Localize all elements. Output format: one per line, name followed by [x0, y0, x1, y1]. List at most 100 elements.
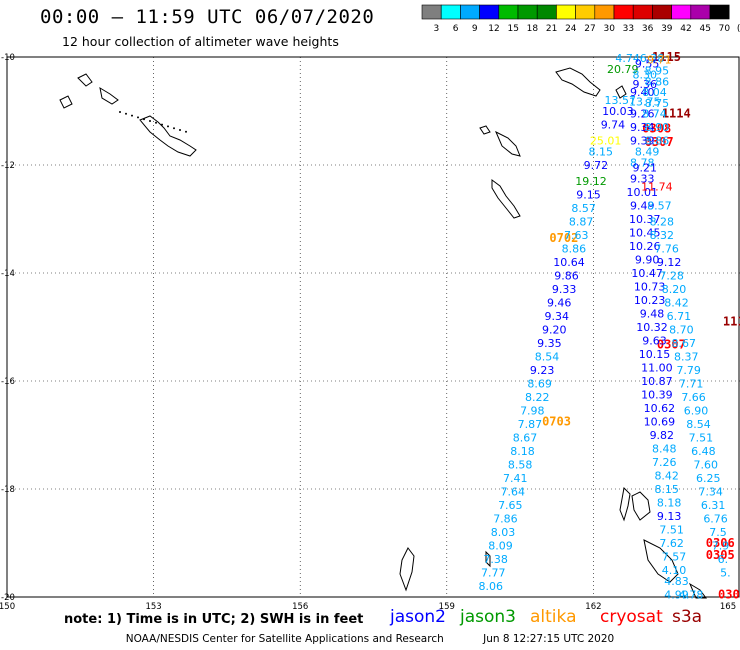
wave-height-value: 8.20 [662, 283, 687, 296]
wave-height-value: 8.75 [645, 97, 670, 110]
page-title: 00:00 – 11:59 UTC 06/07/2020 [40, 6, 375, 28]
wave-height-value: 4.99 [664, 588, 689, 601]
wave-height-value: 8.28 [650, 216, 675, 229]
legend-label: 9 [472, 24, 478, 34]
wave-height-value: 9.15 [576, 189, 601, 202]
wave-height-value: 6.48 [691, 445, 716, 458]
satellite-label-jason3: jason3 [460, 607, 516, 627]
legend-label: 33 [623, 24, 634, 34]
wave-height-value: 4.83 [664, 575, 689, 588]
wave-height-value: 9.13 [657, 510, 682, 523]
wave-height-value: 8.42 [664, 297, 689, 310]
wave-height-value: 10.01 [627, 186, 659, 199]
lon-tick-label: 156 [292, 602, 308, 612]
legend-label: 15 [507, 24, 518, 34]
wave-height-value: 10.37 [629, 213, 661, 226]
legend-label: 27 [584, 24, 595, 34]
wave-height-value: 7.57 [662, 551, 687, 564]
legend-label: 42 [680, 24, 691, 34]
wave-height-value: 7.51 [659, 524, 684, 537]
wave-height-value: 9.26 [630, 108, 655, 121]
wave-height-value: 9.23 [530, 364, 555, 377]
track-label: 1114 [662, 107, 691, 121]
wave-height-value: 11.74 [641, 181, 673, 194]
wave-height-value: 8.69 [527, 378, 552, 391]
legend-swatch [632, 4, 653, 20]
wave-height-value: 10.87 [641, 375, 673, 388]
wave-height-value: 20.79 [607, 63, 639, 76]
legend-swatch [517, 4, 538, 20]
wave-height-value: 7.41 [503, 472, 528, 485]
wave-height-value: 7.65 [498, 499, 523, 512]
wave-height-value: 7.28 [659, 270, 684, 283]
wave-height-value: 9.20 [542, 324, 567, 337]
wave-height-value: 8.95 [645, 65, 670, 78]
wave-height-value: 9.33 [552, 283, 577, 296]
wave-height-value: 7.26 [652, 456, 677, 469]
track-label: 0305 [706, 548, 735, 562]
wave-height-value: 8.86 [645, 75, 670, 88]
wave-height-value: 8.04 [642, 86, 667, 99]
wave-height-value: 7.86 [493, 513, 518, 526]
wave-height-value: 9.40 [630, 86, 655, 99]
track-label: 0305 [718, 587, 740, 601]
wave-height-value: 6.38 [640, 52, 665, 65]
legend-swatch [498, 4, 519, 20]
wave-height-value: 7.5 [709, 526, 727, 539]
credit-source: NOAA/NESDIS Center for Satellite Applica… [125, 633, 444, 645]
wave-height-value: 9.39 [630, 135, 655, 148]
wave-height-value: 7.98 [520, 405, 545, 418]
legend-label: (ft) [737, 24, 740, 34]
wave-height-value: 9.82 [650, 429, 675, 442]
legend-swatch [690, 4, 711, 20]
wave-height-value: 7.63 [564, 229, 589, 242]
wave-height-value: 9.33 [630, 173, 655, 186]
wave-height-value: 7.38 [483, 553, 508, 566]
legend-label: 45 [699, 24, 710, 34]
track-label: 1115 [652, 50, 681, 64]
wave-height-value: 10.23 [634, 294, 666, 307]
track-altika-C: 9.718.958.868.048.758.748.908.8611.748.5… [641, 54, 730, 602]
satellite-label-cryosat: cryosat [600, 607, 663, 627]
legend-swatch [479, 4, 500, 20]
legend-label: 21 [546, 24, 557, 34]
lon-tick-label: 153 [145, 602, 161, 612]
lat-tick-label: -18 [1, 485, 15, 495]
wave-height-value: 8.49 [635, 146, 660, 159]
lon-tick-label: 165 [720, 602, 736, 612]
wave-height-value: 8.09 [488, 540, 513, 553]
wave-height-value: 9.46 [547, 297, 572, 310]
legend-swatch [421, 4, 442, 20]
legend-swatch [556, 4, 576, 20]
wave-height-value: 6.31 [701, 499, 726, 512]
wave-height-value: 6.76 [703, 513, 728, 526]
lat-tick-label: -16 [1, 377, 15, 387]
wave-height-value: 8.06 [479, 580, 504, 593]
wave-height-value: 8.86 [562, 243, 587, 256]
legend-swatch [575, 4, 596, 20]
wave-height-value: 6.90 [684, 405, 709, 418]
wave-height-value: 8.32 [650, 229, 675, 242]
wave-height-value: 10.47 [631, 267, 663, 280]
page-subtitle: 12 hour collection of altimeter wave hei… [62, 34, 339, 49]
island-dots [119, 111, 187, 133]
wave-height-value: 9.90 [635, 254, 660, 267]
wave-height-value: 11.00 [641, 362, 673, 375]
wave-height-value: 5. [720, 567, 731, 580]
coastline [59, 67, 707, 599]
wave-height-value: 7.77 [481, 567, 506, 580]
wave-height-value: 7.71 [679, 378, 704, 391]
wave-height-value: 9.35 [537, 337, 562, 350]
legend-label: 36 [642, 24, 654, 34]
lat-tick-label: -14 [1, 269, 15, 279]
wave-height-value: 7.66 [681, 391, 706, 404]
legend-label: 6 [453, 24, 459, 34]
wave-height-value: 4.74 [615, 52, 640, 65]
wave-height-value: 8.54 [535, 351, 560, 364]
track-label: 0307 [645, 135, 674, 149]
legend-label: 12 [488, 24, 499, 34]
wave-height-value: 8.03 [491, 526, 516, 539]
wave-height-value: 9.71 [647, 54, 672, 67]
